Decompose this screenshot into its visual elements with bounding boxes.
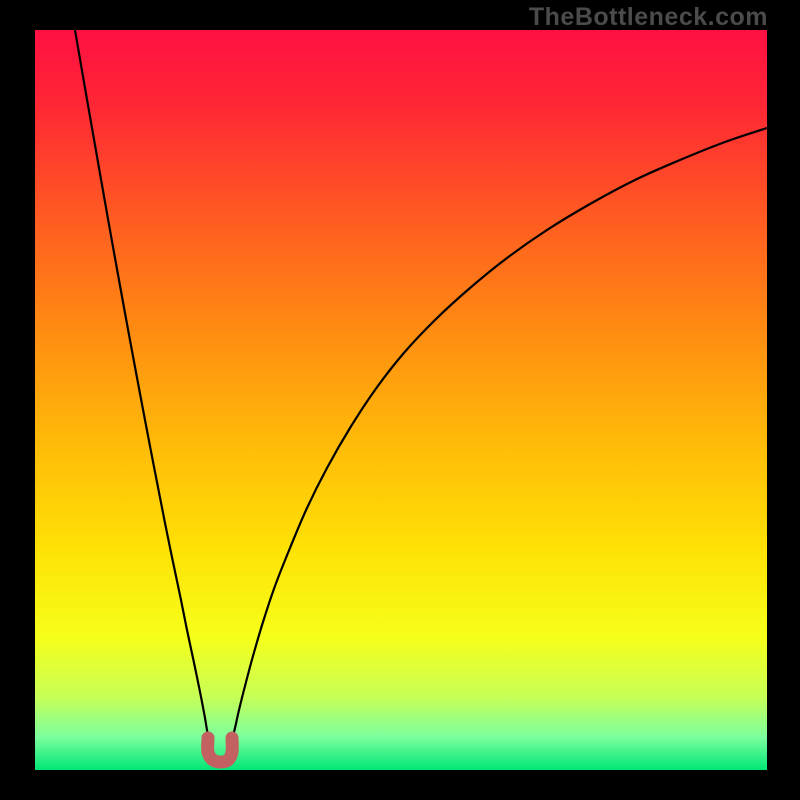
gradient-background <box>35 30 767 770</box>
chart-stage: TheBottleneck.com <box>0 0 800 800</box>
watermark-text: TheBottleneck.com <box>529 3 768 32</box>
bottleneck-curve-chart <box>35 30 767 770</box>
